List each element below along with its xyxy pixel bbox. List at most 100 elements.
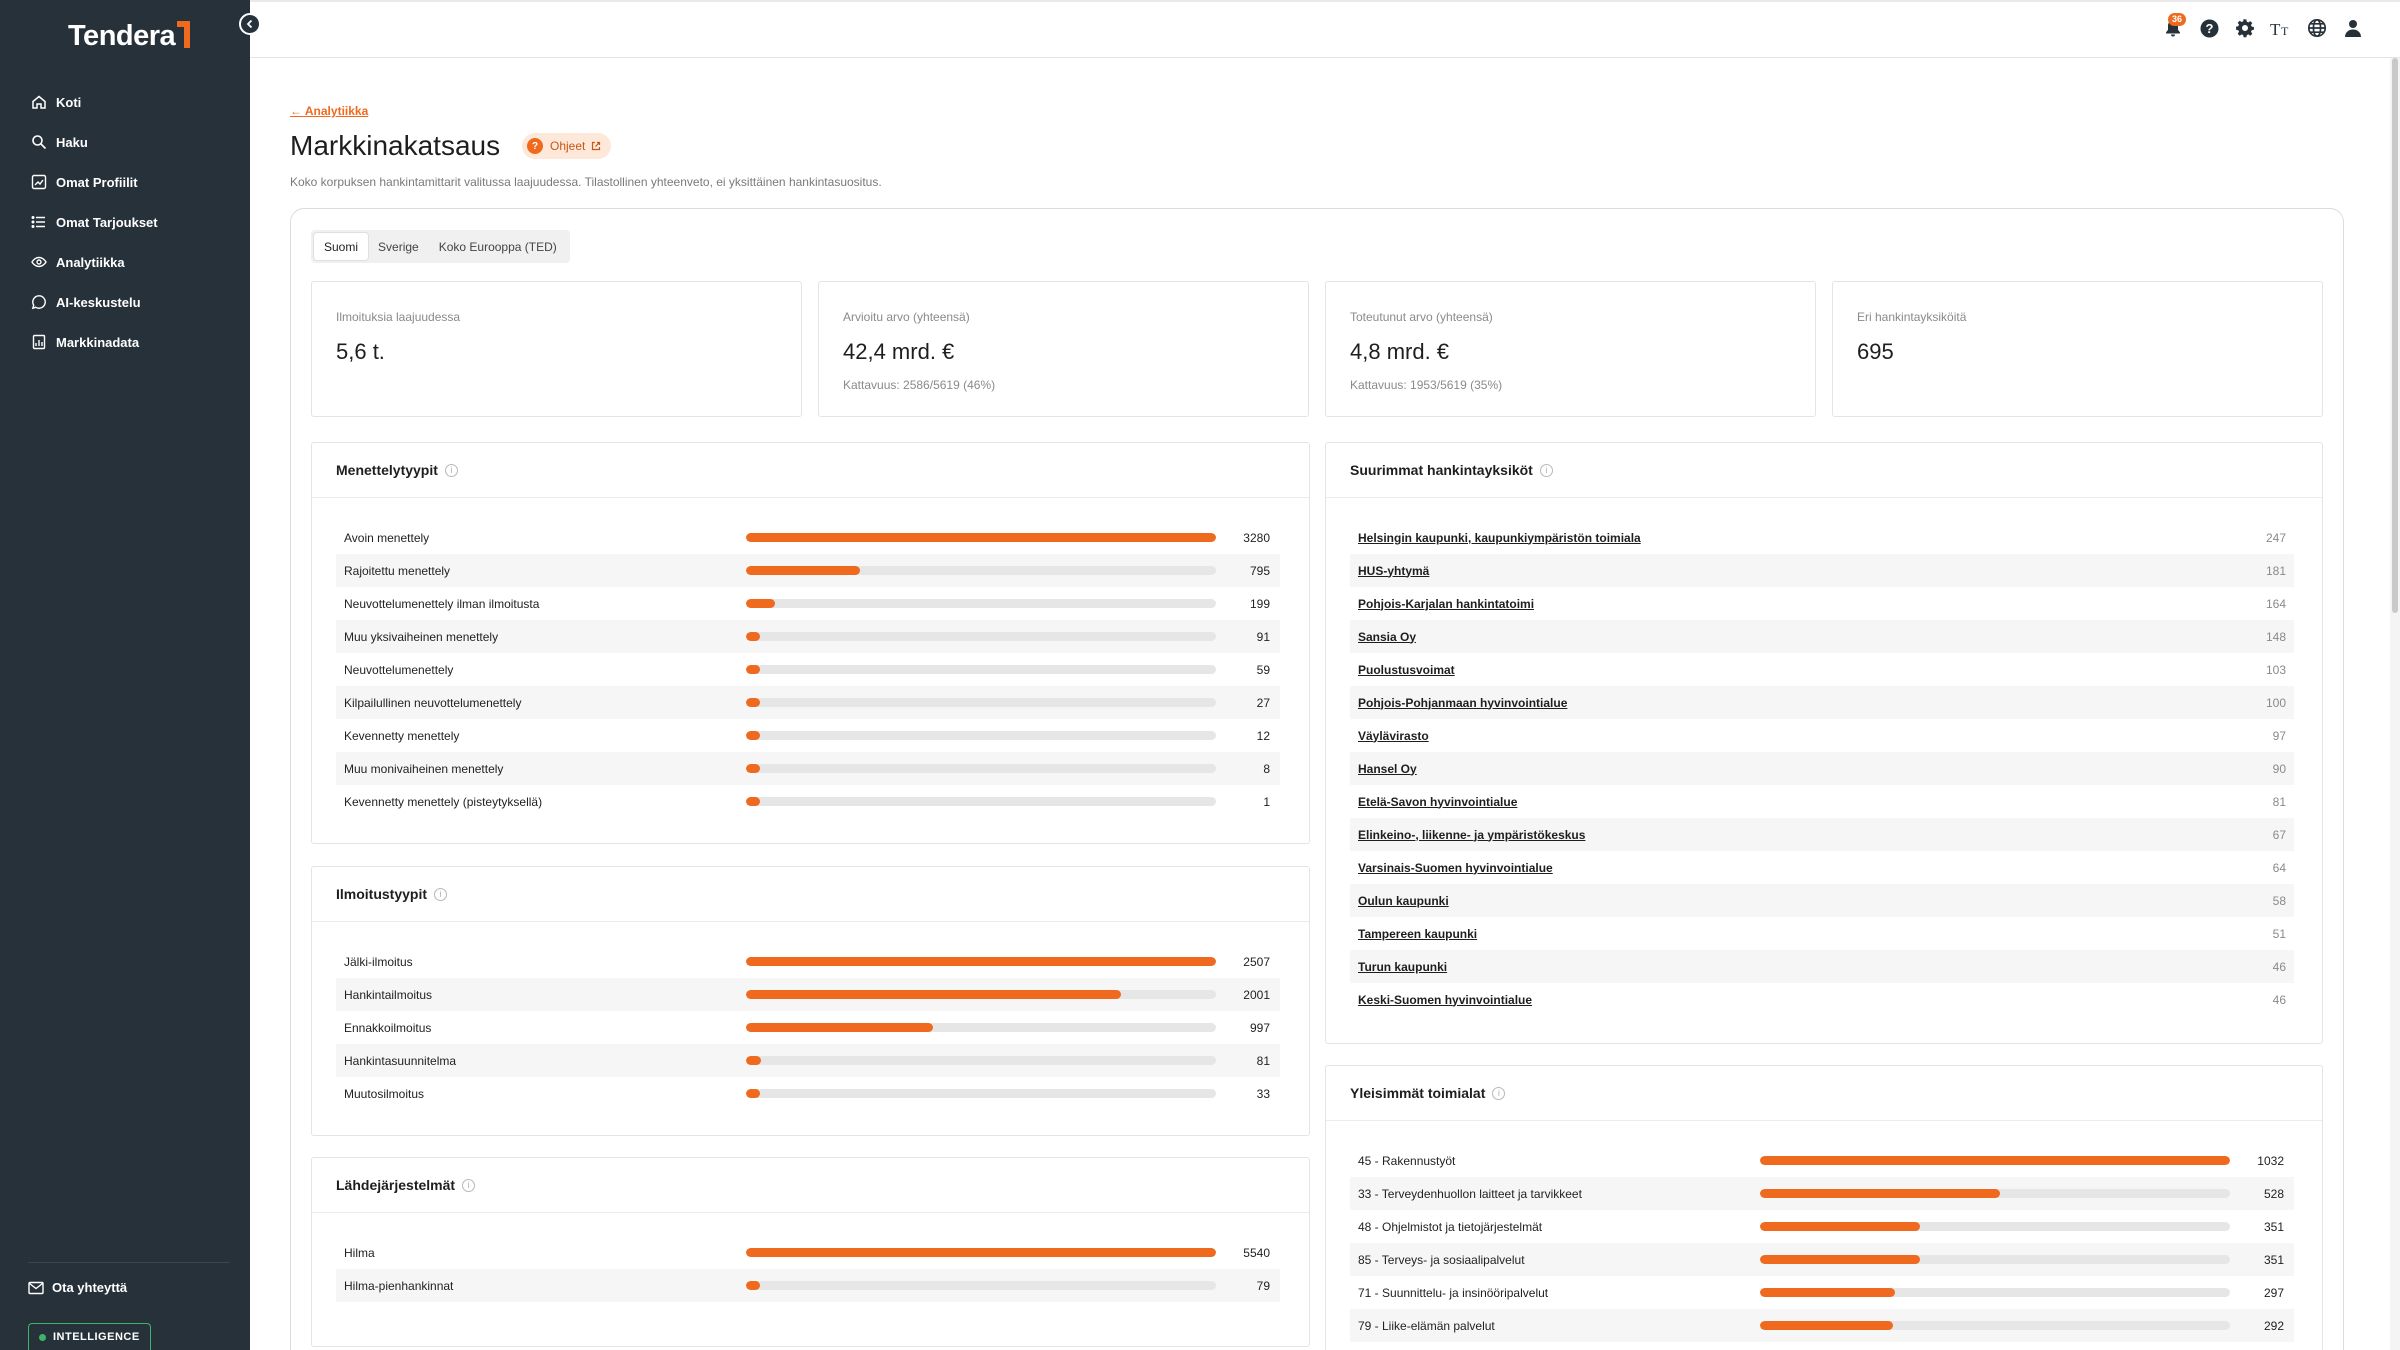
buyer-row: Keski-Suomen hyvinvointialue 46 xyxy=(1350,983,2294,1016)
buyer-count: 90 xyxy=(2272,761,2286,776)
buyer-row: Etelä-Savon hyvinvointialue 81 xyxy=(1350,785,2294,818)
chart-icon xyxy=(30,173,48,191)
buyer-link[interactable]: Sansia Oy xyxy=(1358,629,1417,644)
top-sectors-card: Yleisimmät toimialat i 45 - Rakennustyöt 1… xyxy=(1325,1065,2323,1350)
notice-types-card: Ilmoitustyypit i Jälki-ilmoitus 2507 Hankin… xyxy=(311,866,1310,1136)
help-chip-label: Ohjeet xyxy=(550,139,586,153)
buyer-link[interactable]: Turun kaupunki xyxy=(1358,959,1448,974)
buyer-link[interactable]: HUS-yhtymä xyxy=(1358,563,1430,578)
contact-link[interactable]: Ota yhteyttä xyxy=(28,1280,127,1295)
svg-text:T: T xyxy=(2281,24,2289,37)
bar-track xyxy=(1760,1321,2230,1330)
help-chip-button[interactable]: ? Ohjeet xyxy=(522,133,612,159)
buyer-row: Elinkeino-, liikenne- ja ympäristökeskus… xyxy=(1350,818,2294,851)
sidebar-item-label: Omat Tarjoukset xyxy=(56,214,158,230)
account-button[interactable] xyxy=(2342,16,2364,40)
bar-row-value: 351 xyxy=(2263,1252,2284,1267)
page-scrollbar[interactable] xyxy=(2390,58,2400,1350)
sidebar-item-haku[interactable]: Haku xyxy=(30,122,235,162)
bar-track xyxy=(746,764,1216,773)
bar-row: Hankintasuunnitelma 81 xyxy=(336,1044,1280,1077)
buyer-link[interactable]: Pohjois-Pohjanmaan hyvinvointialue xyxy=(1358,695,1568,710)
eye-icon xyxy=(30,253,48,271)
bar-fill xyxy=(1760,1321,1893,1330)
info-icon[interactable]: i xyxy=(444,463,458,477)
sidebar-item-analytiikka[interactable]: Analytiikka xyxy=(30,242,235,282)
buyer-link[interactable]: Puolustusvoimat xyxy=(1358,662,1455,677)
bar-fill xyxy=(746,1023,933,1032)
scrollbar-thumb[interactable] xyxy=(2392,58,2398,613)
stat-value: 42,4 mrd. € xyxy=(843,339,955,364)
bar-row-value: 3280 xyxy=(1243,530,1270,545)
buyer-row: Helsingin kaupunki, kaupunkiympäristön t… xyxy=(1350,521,2294,554)
buyer-count: 97 xyxy=(2272,728,2286,743)
buyer-link[interactable]: Helsingin kaupunki, kaupunkiympäristön t… xyxy=(1358,530,1641,545)
buyer-link[interactable]: Hansel Oy xyxy=(1358,761,1417,776)
bar-row-value: 59 xyxy=(1256,662,1270,677)
bar-row-label: Neuvottelumenettely ilman ilmoitusta xyxy=(344,596,540,611)
back-to-analytiikka-link[interactable]: ← Analytiikka xyxy=(290,104,369,118)
bar-fill xyxy=(746,1281,760,1290)
chevron-left-icon xyxy=(246,19,253,29)
buyer-link[interactable]: Etelä-Savon hyvinvointialue xyxy=(1358,794,1518,809)
bar-track xyxy=(746,533,1216,542)
sidebar-item-koti[interactable]: Koti xyxy=(30,82,235,122)
help-button[interactable]: ? xyxy=(2198,16,2220,40)
language-button[interactable] xyxy=(2306,16,2328,40)
notifications-button[interactable]: 36 xyxy=(2162,13,2187,40)
sidebar-collapse-button[interactable] xyxy=(239,13,261,35)
card-header: Menettelytyypit i xyxy=(312,443,1309,498)
buyer-link[interactable]: Tampereen kaupunki xyxy=(1358,926,1478,941)
buyer-count: 51 xyxy=(2272,926,2286,941)
buyer-count: 181 xyxy=(2265,563,2286,578)
intelligence-badge[interactable]: INTELLIGENCE xyxy=(28,1323,151,1350)
buyer-link[interactable]: Pohjois-Karjalan hankintatoimi xyxy=(1358,596,1535,611)
buyer-row: Tampereen kaupunki 51 xyxy=(1350,917,2294,950)
info-icon[interactable]: i xyxy=(434,887,448,901)
bar-row: Jälki-ilmoitus 2507 xyxy=(336,945,1280,978)
buyer-link[interactable]: Keski-Suomen hyvinvointialue xyxy=(1358,992,1533,1007)
buyer-link[interactable]: Väylävirasto xyxy=(1358,728,1429,743)
tab-koko-eurooppa[interactable]: Koko Eurooppa (TED) xyxy=(438,239,557,254)
buyer-link[interactable]: Oulun kaupunki xyxy=(1358,893,1449,908)
bar-track xyxy=(746,698,1216,707)
bar-row: 48 - Ohjelmistot ja tietojärjestelmät 351 xyxy=(1350,1210,2294,1243)
bar-track xyxy=(1760,1156,2230,1165)
info-icon[interactable]: i xyxy=(1492,1086,1506,1100)
settings-button[interactable] xyxy=(2234,16,2256,40)
bar-row-value: 81 xyxy=(1256,1053,1270,1068)
bar-fill xyxy=(1760,1222,1920,1231)
info-icon[interactable]: i xyxy=(462,1178,476,1192)
buyer-link[interactable]: Varsinais-Suomen hyvinvointialue xyxy=(1358,860,1553,875)
buyer-link[interactable]: Elinkeino-, liikenne- ja ympäristökeskus xyxy=(1358,827,1586,842)
bar-track xyxy=(1760,1288,2230,1297)
buyer-count: 164 xyxy=(2265,596,2286,611)
bar-fill xyxy=(746,797,760,806)
bar-row-value: 1032 xyxy=(2257,1153,2284,1168)
intelligence-label: INTELLIGENCE xyxy=(53,1331,140,1343)
bar-fill xyxy=(746,957,1216,966)
sidebar-item-label: Omat Profiilit xyxy=(56,174,138,190)
bar-row-label: 33 - Terveydenhuollon laitteet ja tarvik… xyxy=(1358,1186,1582,1201)
stat-label: Toteutunut arvo (yhteensä) xyxy=(1350,310,1493,324)
brand-logo[interactable]: Tendera xyxy=(68,20,191,53)
bar-track xyxy=(746,632,1216,641)
sidebar-item-ai-keskustelu[interactable]: AI-keskustelu xyxy=(30,282,235,322)
question-icon: ? xyxy=(527,138,543,154)
sidebar-item-omat-tarjoukset[interactable]: Omat Tarjoukset xyxy=(30,202,235,242)
tab-suomi[interactable]: Suomi xyxy=(314,233,369,260)
bar-fill xyxy=(746,533,1216,542)
bar-fill xyxy=(1760,1288,1895,1297)
buyer-count: 247 xyxy=(2265,530,2286,545)
buyer-row: Väylävirasto 97 xyxy=(1350,719,2294,752)
tab-sverige[interactable]: Sverige xyxy=(378,239,419,254)
sidebar-item-markkinadata[interactable]: Markkinadata xyxy=(30,322,235,362)
info-icon[interactable]: i xyxy=(1539,463,1553,477)
bar-row-label: Kilpailullinen neuvottelumenettely xyxy=(344,695,522,710)
bar-row-label: 45 - Rakennustyöt xyxy=(1358,1153,1456,1168)
bar-row-label: Kevennetty menettely (pisteytyksellä) xyxy=(344,794,543,809)
stat-label: Ilmoituksia laajuudessa xyxy=(336,310,461,324)
sidebar-item-omat-profiilit[interactable]: Omat Profiilit xyxy=(30,162,235,202)
buyer-count: 58 xyxy=(2272,893,2286,908)
